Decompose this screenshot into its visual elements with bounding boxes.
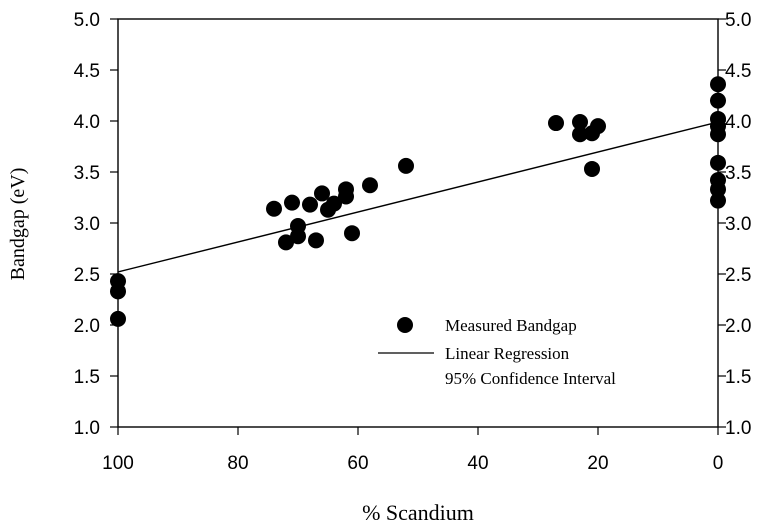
measured-bandgap-point (710, 192, 726, 209)
legend-label-confidence-interval: 95% Confidence Interval (445, 369, 616, 388)
measured-bandgap-point (278, 234, 294, 251)
x-tick-label: 80 (227, 453, 248, 474)
y-axis-title: Bandgap (eV) (7, 168, 29, 281)
legend-label-measured-bandgap: Measured Bandgap (445, 316, 577, 335)
right-y-tick-label: 2.5 (725, 265, 751, 286)
right-y-tick-label: 4.0 (725, 112, 751, 133)
measured-bandgap-point (110, 310, 126, 327)
linear-regression-line (117, 121, 719, 273)
measured-bandgap-point (314, 185, 330, 202)
left-y-tick-label: 1.0 (74, 418, 100, 439)
measured-bandgap-point (362, 177, 378, 194)
plot-area (117, 18, 719, 428)
x-tick-label: 40 (467, 453, 488, 474)
measured-bandgap-point (266, 200, 282, 217)
measured-bandgap-point (710, 181, 726, 198)
regression-layer (117, 121, 719, 273)
left-y-tick-label: 3.5 (74, 163, 100, 184)
measured-bandgap-point (710, 126, 726, 143)
measured-bandgap-point (590, 118, 606, 135)
measured-bandgap-point (338, 188, 354, 205)
right-y-tick-label: 4.5 (725, 61, 751, 82)
left-y-tick-label: 2.5 (74, 265, 100, 286)
points-layer (110, 76, 726, 327)
x-tick-label: 0 (713, 453, 724, 474)
right-y-tick-label: 2.0 (725, 316, 751, 337)
right-y-tick-label: 3.5 (725, 163, 751, 184)
right-y-tick-label: 1.0 (725, 418, 751, 439)
left-y-tick-label: 4.5 (74, 61, 100, 82)
legend: Measured Bandgap Linear Regression 95% C… (378, 316, 616, 388)
right-y-tick-label: 1.5 (725, 367, 751, 388)
measured-bandgap-point (398, 157, 414, 174)
right-y-tick-label: 3.0 (725, 214, 751, 235)
measured-bandgap-point (584, 160, 600, 177)
x-tick-label: 100 (102, 453, 134, 474)
left-y-tick-label: 1.5 (74, 367, 100, 388)
measured-bandgap-point (290, 228, 306, 245)
legend-marker-measured-bandgap (397, 317, 413, 333)
measured-bandgap-point (302, 196, 318, 213)
left-y-tick-label: 4.0 (74, 112, 100, 133)
axes-layer: 100 80 60 40 20 01.0 1.01.5 1.52.0 2.02.5 2.53.0 3… (74, 10, 752, 474)
measured-bandgap-point (572, 126, 588, 143)
measured-bandgap-point (308, 232, 324, 249)
x-axis-title: % Scandium (362, 500, 474, 525)
right-y-tick-label: 5.0 (725, 10, 751, 31)
left-y-tick-label: 5.0 (74, 10, 100, 31)
measured-bandgap-point (326, 195, 342, 212)
x-tick-label: 60 (347, 453, 368, 474)
left-y-tick-label: 3.0 (74, 214, 100, 235)
x-tick-label: 20 (587, 453, 608, 474)
measured-bandgap-point (710, 154, 726, 171)
measured-bandgap-point (710, 92, 726, 109)
plot-frame (117, 18, 719, 428)
measured-bandgap-point (110, 283, 126, 300)
measured-bandgap-point (344, 225, 360, 242)
measured-bandgap-point (548, 115, 564, 132)
left-y-tick-label: 2.0 (74, 316, 100, 337)
measured-bandgap-point (710, 76, 726, 93)
measured-bandgap-point (572, 114, 588, 131)
legend-label-linear-regression: Linear Regression (445, 344, 570, 363)
measured-bandgap-point (284, 194, 300, 211)
